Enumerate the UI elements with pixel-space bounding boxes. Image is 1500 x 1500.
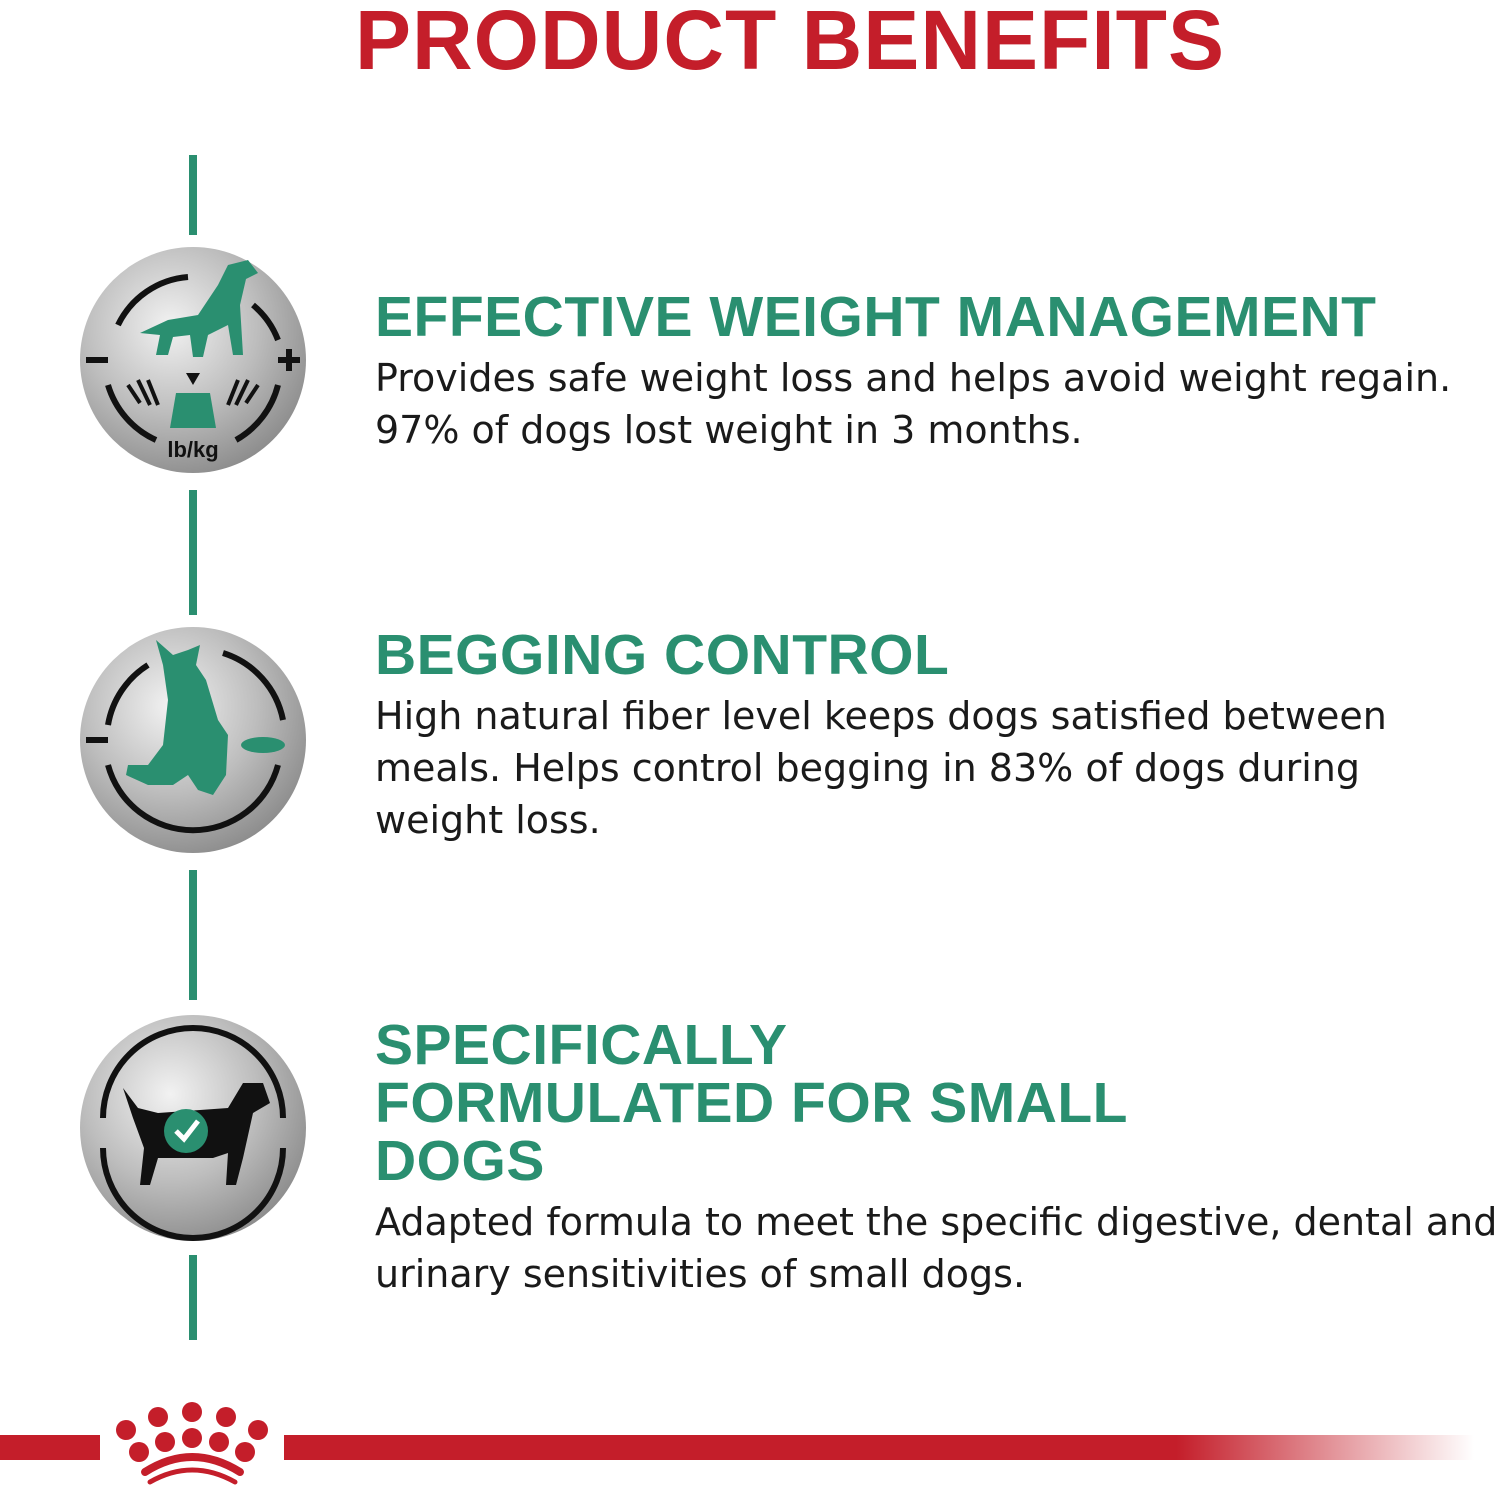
benefit-text: Adapted formula to meet the specific dig… bbox=[375, 1200, 1498, 1296]
timeline-line bbox=[189, 1255, 197, 1340]
benefit-heading: SPECIFICALLY FORMULATED FOR SMALL DOGS bbox=[375, 1013, 1127, 1193]
begging-dog-bowl-icon bbox=[80, 627, 306, 853]
benefit-weight-management: EFFECTIVE WEIGHT MANAGEMENT Provides saf… bbox=[375, 288, 1500, 456]
benefit-text: Provides safe weight loss and helps avoi… bbox=[375, 356, 1452, 452]
brand-footer bbox=[0, 1402, 1474, 1485]
timeline-line bbox=[189, 490, 197, 615]
page-title: PRODUCT BENEFITS bbox=[354, 0, 1226, 87]
timeline-line bbox=[189, 155, 197, 235]
benefit-small-dogs: SPECIFICALLY FORMULATED FOR SMALL DOGS A… bbox=[375, 1016, 1500, 1300]
brand-stripe bbox=[0, 1435, 100, 1460]
timeline-line bbox=[189, 870, 197, 1000]
benefit-heading: BEGGING CONTROL bbox=[375, 623, 950, 687]
benefit-heading: EFFECTIVE WEIGHT MANAGEMENT bbox=[375, 285, 1377, 349]
benefit-begging-control: BEGGING CONTROL High natural fiber level… bbox=[375, 626, 1500, 846]
benefit-text: High natural fiber level keeps dogs sati… bbox=[375, 694, 1387, 842]
dog-weight-scale-icon: lb/kg bbox=[80, 247, 306, 473]
brand-stripe bbox=[284, 1435, 1474, 1460]
royal-canin-crown-logo bbox=[116, 1402, 268, 1485]
icon-unit-label: lb/kg bbox=[167, 437, 218, 462]
small-dog-check-icon bbox=[80, 1015, 306, 1241]
